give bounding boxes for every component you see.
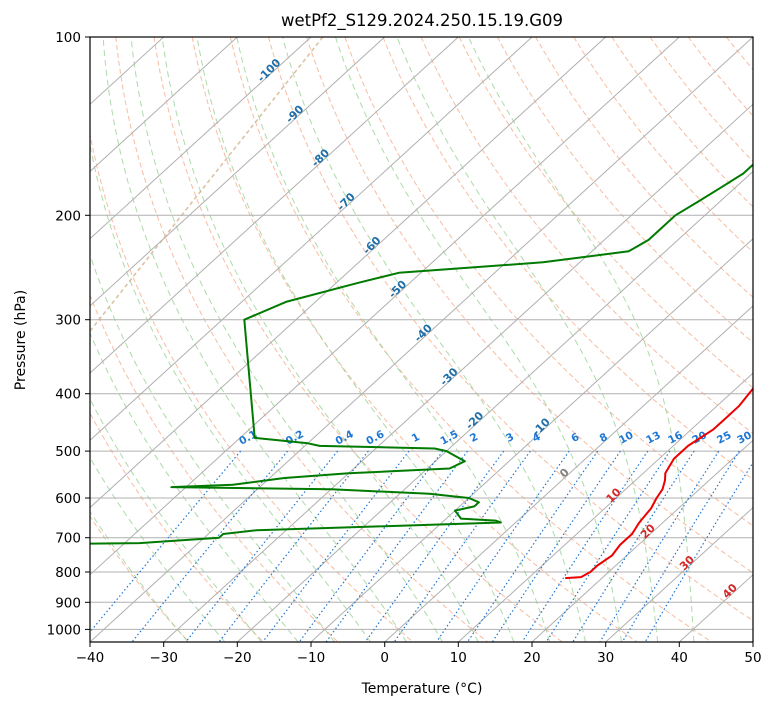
isotherm-label: -90	[283, 102, 306, 125]
x-tick-label: 20	[523, 650, 540, 666]
mixing-ratio-line	[492, 451, 620, 642]
dry-adiabat-line	[536, 37, 775, 642]
moist-adiabat-line	[131, 37, 442, 642]
x-axis-label: Temperature (°C)	[361, 681, 483, 697]
y-tick-label: 900	[55, 595, 81, 611]
mixing-ratio-line	[299, 451, 443, 642]
x-tick-label: 0	[380, 650, 389, 666]
mixing-ratio-line	[219, 451, 368, 642]
isotherm-label: -30	[437, 365, 460, 388]
x-tick-label: −30	[149, 650, 178, 666]
isotherm-line	[0, 37, 532, 642]
isotherm-label: 30	[677, 553, 697, 573]
x-tick-label: −10	[297, 650, 326, 666]
dry-adiabat-line	[726, 37, 775, 642]
moist-adiabat-line	[10, 37, 262, 642]
isotherm-line	[0, 37, 458, 642]
mixing-ratio-line	[573, 451, 694, 642]
mixing-ratio-label: 2	[468, 431, 480, 445]
mixing-ratio-label: 0.6	[364, 428, 386, 447]
chart-title: wetPf2_S129.2024.250.15.19.G09	[281, 11, 563, 31]
moist-adiabat-line	[78, 37, 371, 642]
y-tick-label: 600	[55, 491, 81, 507]
x-tick-label: −20	[223, 650, 252, 666]
mixing-ratio-line	[622, 451, 739, 642]
isotherm-line	[0, 37, 311, 642]
moist-adiabat-line	[283, 37, 586, 642]
isotherm-label: -50	[386, 277, 409, 300]
mixing-ratio-label: 1	[410, 431, 422, 445]
isotherm-label: -100	[255, 56, 284, 85]
dry-adiabat-line	[650, 37, 775, 642]
mixing-ratio-label: 3	[504, 431, 516, 445]
moist-adiabat-line	[197, 37, 514, 642]
moist-adiabat-line	[31, 37, 298, 642]
mixing-ratio-label: 10	[617, 429, 636, 446]
y-tick-label: 100	[55, 30, 81, 46]
mixing-ratio-label: 1.5	[438, 428, 460, 447]
dry-adiabat-line	[765, 37, 775, 642]
isotherm-line	[16, 37, 679, 642]
isotherm-line	[0, 37, 606, 642]
mixing-ratio-line	[186, 451, 338, 642]
dry-adiabat-line	[1, 37, 263, 642]
x-tick-label: 40	[671, 650, 688, 666]
x-tick-label: 10	[450, 650, 467, 666]
y-axis-label: Pressure (hPa)	[13, 290, 29, 390]
mixing-ratio-label: 30	[735, 429, 754, 446]
x-tick-label: 30	[597, 650, 614, 666]
y-tick-label: 500	[55, 444, 81, 460]
y-tick-label: 700	[55, 531, 81, 547]
y-tick-label: 1000	[47, 622, 81, 638]
moist-adiabat-line	[0, 37, 225, 642]
mixing-ratio-line	[326, 451, 467, 642]
y-tick-label: 400	[55, 387, 81, 403]
isotherm-label: 20	[638, 521, 658, 541]
moist-adiabat-line	[397, 37, 658, 642]
isotherm-label: 10	[604, 485, 624, 505]
mixing-ratio-label: 36	[756, 429, 775, 446]
dry-adiabat-line	[497, 37, 775, 642]
x-tick-label: 50	[744, 650, 761, 666]
isotherm-line	[164, 37, 775, 642]
moist-adiabat-line	[336, 37, 622, 642]
y-tick-label: 200	[55, 208, 81, 224]
dry-adiabat-line	[688, 37, 775, 642]
mixing-ratio-label: 16	[666, 429, 685, 446]
isotherm-label: -70	[335, 190, 358, 213]
mixing-ratio-line	[365, 451, 503, 642]
y-tick-label: 800	[55, 565, 81, 581]
mixing-ratio-line	[468, 451, 598, 642]
moist-adiabat-line	[162, 37, 478, 642]
isotherm-line	[0, 37, 237, 642]
y-tick-label: 300	[55, 313, 81, 329]
mixing-ratio-label: 25	[715, 429, 734, 446]
isotherm-label: 40	[720, 581, 740, 601]
mixing-ratio-line	[82, 451, 241, 642]
moist-adiabat-line	[103, 37, 407, 642]
isotherm-label: -60	[360, 234, 383, 257]
isotherm-label: -40	[412, 321, 435, 344]
temperature-profile-line	[565, 37, 775, 578]
dry-adiabat-line	[612, 37, 775, 642]
x-tick-label: −40	[76, 650, 105, 666]
moist-adiabat-line	[54, 37, 335, 642]
isotherm-label: -80	[309, 146, 332, 169]
isotherm-line	[753, 37, 775, 642]
isotherm-label: -20	[463, 409, 486, 432]
